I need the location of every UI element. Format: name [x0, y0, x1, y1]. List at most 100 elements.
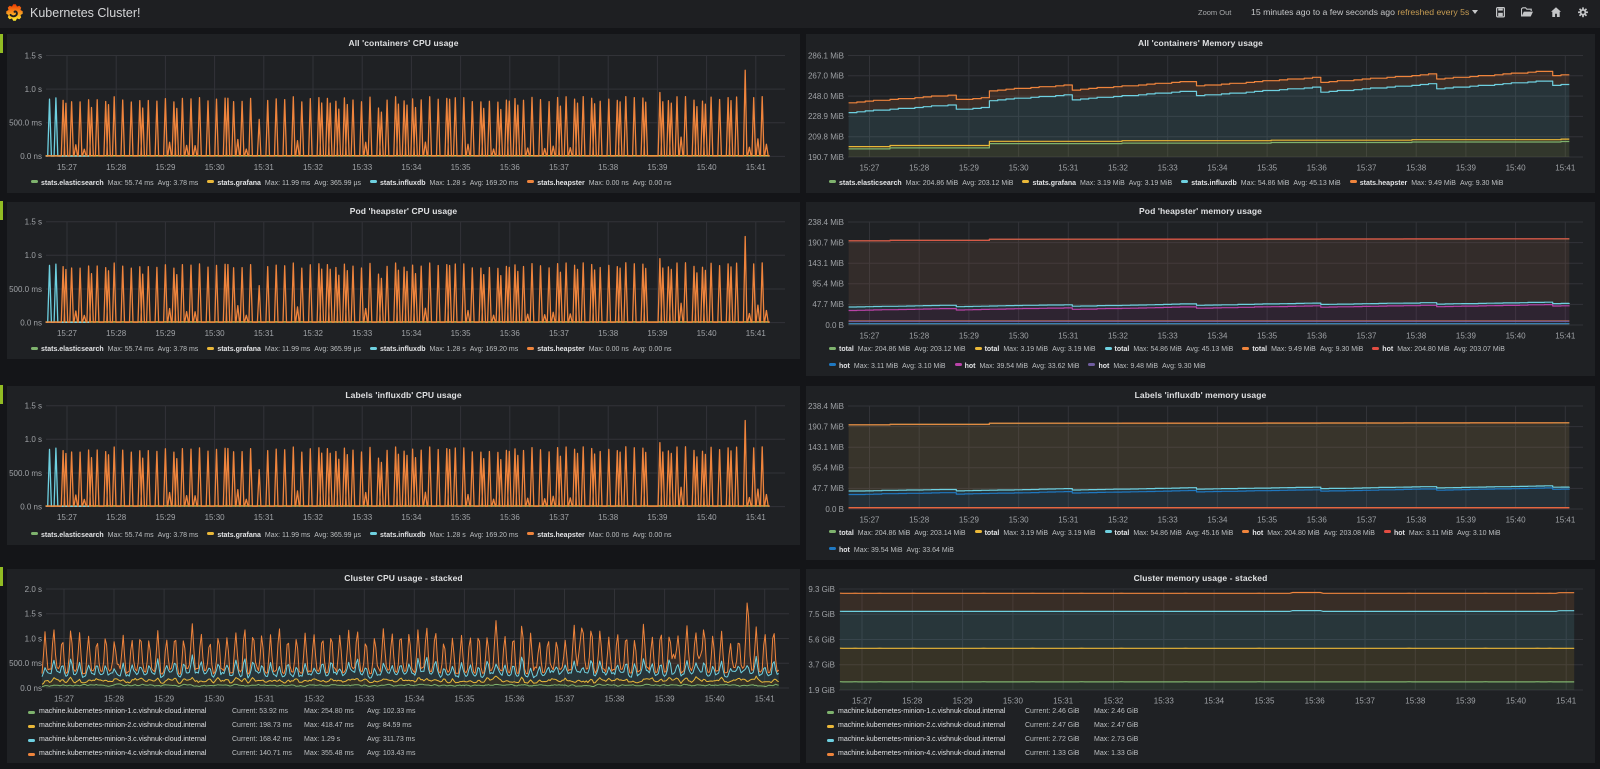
svg-text:15:27: 15:27	[57, 329, 78, 338]
svg-text:15:28: 15:28	[106, 163, 127, 172]
svg-text:1.9 GiB: 1.9 GiB	[808, 686, 835, 695]
svg-text:15:32: 15:32	[304, 695, 325, 704]
svg-text:15:34: 15:34	[401, 163, 422, 172]
svg-text:15:28: 15:28	[909, 332, 930, 341]
svg-text:15:34: 15:34	[404, 695, 425, 704]
svg-text:15:40: 15:40	[1506, 516, 1527, 525]
svg-text:15:30: 15:30	[1009, 332, 1030, 341]
svg-text:15:41: 15:41	[1556, 697, 1577, 706]
svg-text:15:38: 15:38	[1406, 516, 1427, 525]
svg-text:500.0 ms: 500.0 ms	[9, 659, 42, 668]
svg-text:47.7 MiB: 47.7 MiB	[812, 484, 844, 493]
svg-text:15:28: 15:28	[909, 164, 930, 173]
svg-text:15:41: 15:41	[746, 513, 767, 522]
svg-text:15:33: 15:33	[352, 163, 373, 172]
svg-text:15:39: 15:39	[655, 695, 676, 704]
svg-text:1.5 s: 1.5 s	[25, 402, 42, 411]
svg-text:9.3 GiB: 9.3 GiB	[808, 585, 835, 594]
svg-text:15:37: 15:37	[1356, 516, 1377, 525]
svg-text:15:30: 15:30	[1003, 697, 1024, 706]
svg-text:1.5 s: 1.5 s	[25, 218, 42, 227]
svg-text:15:33: 15:33	[352, 513, 373, 522]
svg-text:15:29: 15:29	[155, 329, 176, 338]
svg-text:15:37: 15:37	[1356, 164, 1377, 173]
svg-text:15:27: 15:27	[859, 332, 880, 341]
svg-text:15:39: 15:39	[1456, 697, 1477, 706]
svg-text:15:28: 15:28	[902, 697, 923, 706]
svg-text:15:30: 15:30	[205, 163, 226, 172]
svg-text:15:40: 15:40	[705, 695, 726, 704]
svg-text:190.7 MiB: 190.7 MiB	[808, 422, 844, 431]
svg-text:5.6 GiB: 5.6 GiB	[808, 635, 835, 644]
svg-text:15:35: 15:35	[451, 513, 472, 522]
svg-text:1.0 s: 1.0 s	[25, 634, 42, 643]
svg-text:15:39: 15:39	[1456, 332, 1477, 341]
svg-text:15:31: 15:31	[254, 163, 275, 172]
svg-text:15:36: 15:36	[1307, 516, 1328, 525]
svg-text:0.0 ns: 0.0 ns	[20, 684, 42, 693]
svg-text:190.7 MiB: 190.7 MiB	[808, 153, 844, 162]
svg-text:15:28: 15:28	[104, 695, 125, 704]
svg-text:15:41: 15:41	[1555, 516, 1576, 525]
svg-text:15:38: 15:38	[1406, 332, 1427, 341]
svg-text:15:38: 15:38	[598, 513, 619, 522]
svg-text:15:32: 15:32	[1108, 164, 1129, 173]
svg-text:15:32: 15:32	[303, 513, 324, 522]
svg-text:15:31: 15:31	[254, 513, 275, 522]
svg-text:15:36: 15:36	[1305, 697, 1326, 706]
svg-text:15:27: 15:27	[57, 163, 78, 172]
svg-text:15:27: 15:27	[859, 516, 880, 525]
svg-text:15:28: 15:28	[106, 513, 127, 522]
svg-text:15:38: 15:38	[598, 329, 619, 338]
svg-text:15:30: 15:30	[1009, 164, 1030, 173]
svg-text:15:31: 15:31	[1058, 516, 1079, 525]
svg-text:15:35: 15:35	[451, 163, 472, 172]
svg-text:1.0 s: 1.0 s	[25, 435, 42, 444]
svg-text:0.0 B: 0.0 B	[825, 505, 844, 514]
svg-text:15:38: 15:38	[1406, 164, 1427, 173]
svg-text:15:33: 15:33	[1154, 697, 1175, 706]
svg-text:15:40: 15:40	[697, 163, 718, 172]
svg-text:238.4 MiB: 238.4 MiB	[808, 218, 844, 227]
svg-text:15:31: 15:31	[254, 329, 275, 338]
svg-text:15:41: 15:41	[1555, 332, 1576, 341]
svg-text:15:37: 15:37	[549, 513, 570, 522]
svg-text:1.0 s: 1.0 s	[25, 85, 42, 94]
svg-text:15:29: 15:29	[959, 332, 980, 341]
svg-text:15:41: 15:41	[755, 695, 776, 704]
svg-text:15:34: 15:34	[1207, 516, 1228, 525]
svg-text:15:35: 15:35	[1257, 516, 1278, 525]
svg-text:15:41: 15:41	[746, 329, 767, 338]
svg-text:15:36: 15:36	[500, 329, 521, 338]
svg-text:15:32: 15:32	[303, 329, 324, 338]
svg-text:15:29: 15:29	[154, 695, 175, 704]
svg-text:15:27: 15:27	[852, 697, 873, 706]
svg-text:15:36: 15:36	[1307, 164, 1328, 173]
svg-text:15:27: 15:27	[859, 164, 880, 173]
svg-text:15:33: 15:33	[1158, 164, 1179, 173]
svg-text:15:34: 15:34	[1207, 164, 1228, 173]
svg-text:15:37: 15:37	[549, 329, 570, 338]
svg-text:15:34: 15:34	[1207, 332, 1228, 341]
svg-text:0.0 ns: 0.0 ns	[20, 318, 42, 327]
svg-text:15:31: 15:31	[254, 695, 275, 704]
svg-text:15:39: 15:39	[1456, 164, 1477, 173]
svg-text:15:38: 15:38	[598, 163, 619, 172]
svg-text:15:35: 15:35	[1257, 164, 1278, 173]
svg-text:15:40: 15:40	[1506, 164, 1527, 173]
svg-text:15:35: 15:35	[451, 329, 472, 338]
svg-text:143.1 MiB: 143.1 MiB	[808, 443, 844, 452]
svg-text:15:37: 15:37	[554, 695, 575, 704]
svg-text:47.7 MiB: 47.7 MiB	[812, 300, 844, 309]
svg-text:190.7 MiB: 190.7 MiB	[808, 238, 844, 247]
svg-text:0.0 B: 0.0 B	[825, 321, 844, 330]
svg-text:267.0 MiB: 267.0 MiB	[808, 72, 844, 81]
svg-text:15:34: 15:34	[1204, 697, 1225, 706]
svg-text:15:34: 15:34	[401, 513, 422, 522]
svg-text:15:39: 15:39	[647, 163, 668, 172]
svg-text:15:36: 15:36	[500, 163, 521, 172]
svg-text:15:35: 15:35	[1257, 332, 1278, 341]
svg-text:15:30: 15:30	[204, 695, 225, 704]
svg-text:15:32: 15:32	[303, 163, 324, 172]
svg-text:15:41: 15:41	[1555, 164, 1576, 173]
